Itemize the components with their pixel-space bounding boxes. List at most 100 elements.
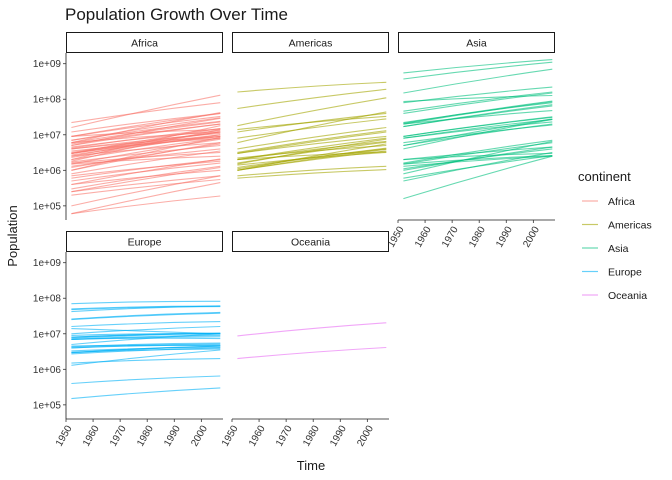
series-line [71,347,221,355]
y-tick-label: 1e+08 [33,294,62,305]
series-line [403,123,553,147]
series-line [71,112,221,144]
facet-strip [398,32,555,53]
y-axis-title: Population [5,205,20,266]
y-tick-label: 1e+09 [33,258,62,269]
series-line [71,127,221,149]
series-line [403,116,553,137]
series-line [403,118,553,139]
x-tick-label: 1980 [301,423,322,448]
x-tick-label: 1970 [440,224,461,249]
series-line [71,117,221,147]
y-tick-label: 1e+09 [33,59,62,70]
series-line [71,169,221,186]
series-line [71,342,221,348]
series-lines [71,300,221,400]
x-tick-label: 1960 [413,224,434,249]
series-line [71,175,221,207]
x-axis-title: Time [297,458,325,473]
facet-strip-label: Oceania [291,237,330,249]
series-line [403,91,553,112]
legend-label: Americas [608,219,652,231]
series-line [403,148,553,170]
series-line [403,155,553,167]
x-tick-label: 1960 [81,423,102,448]
series-line [71,123,221,145]
legend-item-asia: Asia [582,243,629,255]
series-line [71,117,221,141]
x-tick-label: 1950 [386,224,407,249]
series-line [71,349,221,366]
facet-strip-label: Asia [466,38,487,50]
series-line [237,135,387,154]
y-tick-label: 1e+07 [33,329,62,340]
facet-strip-label: Americas [289,38,333,50]
series-line [71,135,221,154]
x-tick-label: 1970 [274,423,295,448]
series-line [237,141,387,164]
series-line [71,312,221,321]
series-line [403,94,553,103]
x-tick-label: 2000 [189,423,210,448]
legend-title: continent [578,169,631,184]
facet-strip [66,231,223,252]
series-line [403,155,553,165]
series-line [403,155,553,200]
facet-strip-label: Europe [128,237,162,249]
series-line [71,325,221,335]
x-tick-label: 1990 [328,423,349,448]
facet-panel-asia: Asia 1950 1960 1970 1980 1990 2000 [386,32,555,250]
series-line [237,88,387,110]
legend-label: Oceania [608,290,647,302]
series-line [237,111,387,144]
series-line [237,81,387,93]
series-line [237,151,387,161]
x-tick-label: 1980 [135,423,156,448]
series-line [71,143,221,169]
series-line [403,104,553,128]
series-line [403,102,553,124]
series-line [403,92,553,114]
facet-panel-americas: Americas [232,32,389,179]
series-line [237,169,387,179]
series-line [71,375,221,385]
x-tick-label: 1990 [162,423,183,448]
series-line [71,131,221,153]
series-line [403,140,553,175]
series-line [403,152,553,161]
facet-strip [232,231,389,252]
y-tick-label: 1e+06 [33,166,62,177]
chart-title: Population Growth Over Time [65,5,288,24]
x-tick-label: 2000 [355,423,376,448]
series-line [71,130,221,148]
series-line [71,144,221,163]
series-line [71,182,221,215]
series-line [71,94,221,129]
series-line [71,311,221,320]
legend-item-oceania: Oceania [582,290,647,302]
facet-strip [232,32,389,53]
series-line [71,358,221,364]
x-tick-label: 1980 [467,224,488,249]
series-line [237,118,387,139]
series-line [237,148,387,171]
series-lines [237,322,387,360]
series-line [71,344,221,349]
series-line [71,321,221,328]
series-line [403,121,553,139]
y-tick-label: 1e+05 [33,400,62,411]
y-tick-label: 1e+06 [33,365,62,376]
series-line [71,166,221,193]
series-line [71,195,221,215]
series-line [403,110,553,125]
series-line [237,322,387,337]
series-line [71,332,221,339]
series-lines [403,59,553,200]
series-line [71,333,221,346]
x-tick-label: 1950 [54,423,75,448]
facet-panel-africa: Africa 1e+05 1e+06 1e+07 1e+08 1e+09 [33,32,223,220]
series-line [71,102,221,124]
x-tick-label: 1990 [494,224,515,249]
y-tick-label: 1e+05 [33,201,62,212]
series-line [71,387,221,400]
